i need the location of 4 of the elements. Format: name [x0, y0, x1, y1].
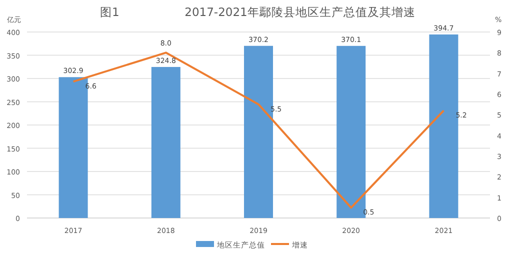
- chart-title: 2017-2021年鄢陵县地区生产总值及其增速: [184, 5, 416, 19]
- bar: [244, 46, 273, 218]
- caption: 图1: [100, 5, 120, 19]
- bar: [151, 66, 180, 218]
